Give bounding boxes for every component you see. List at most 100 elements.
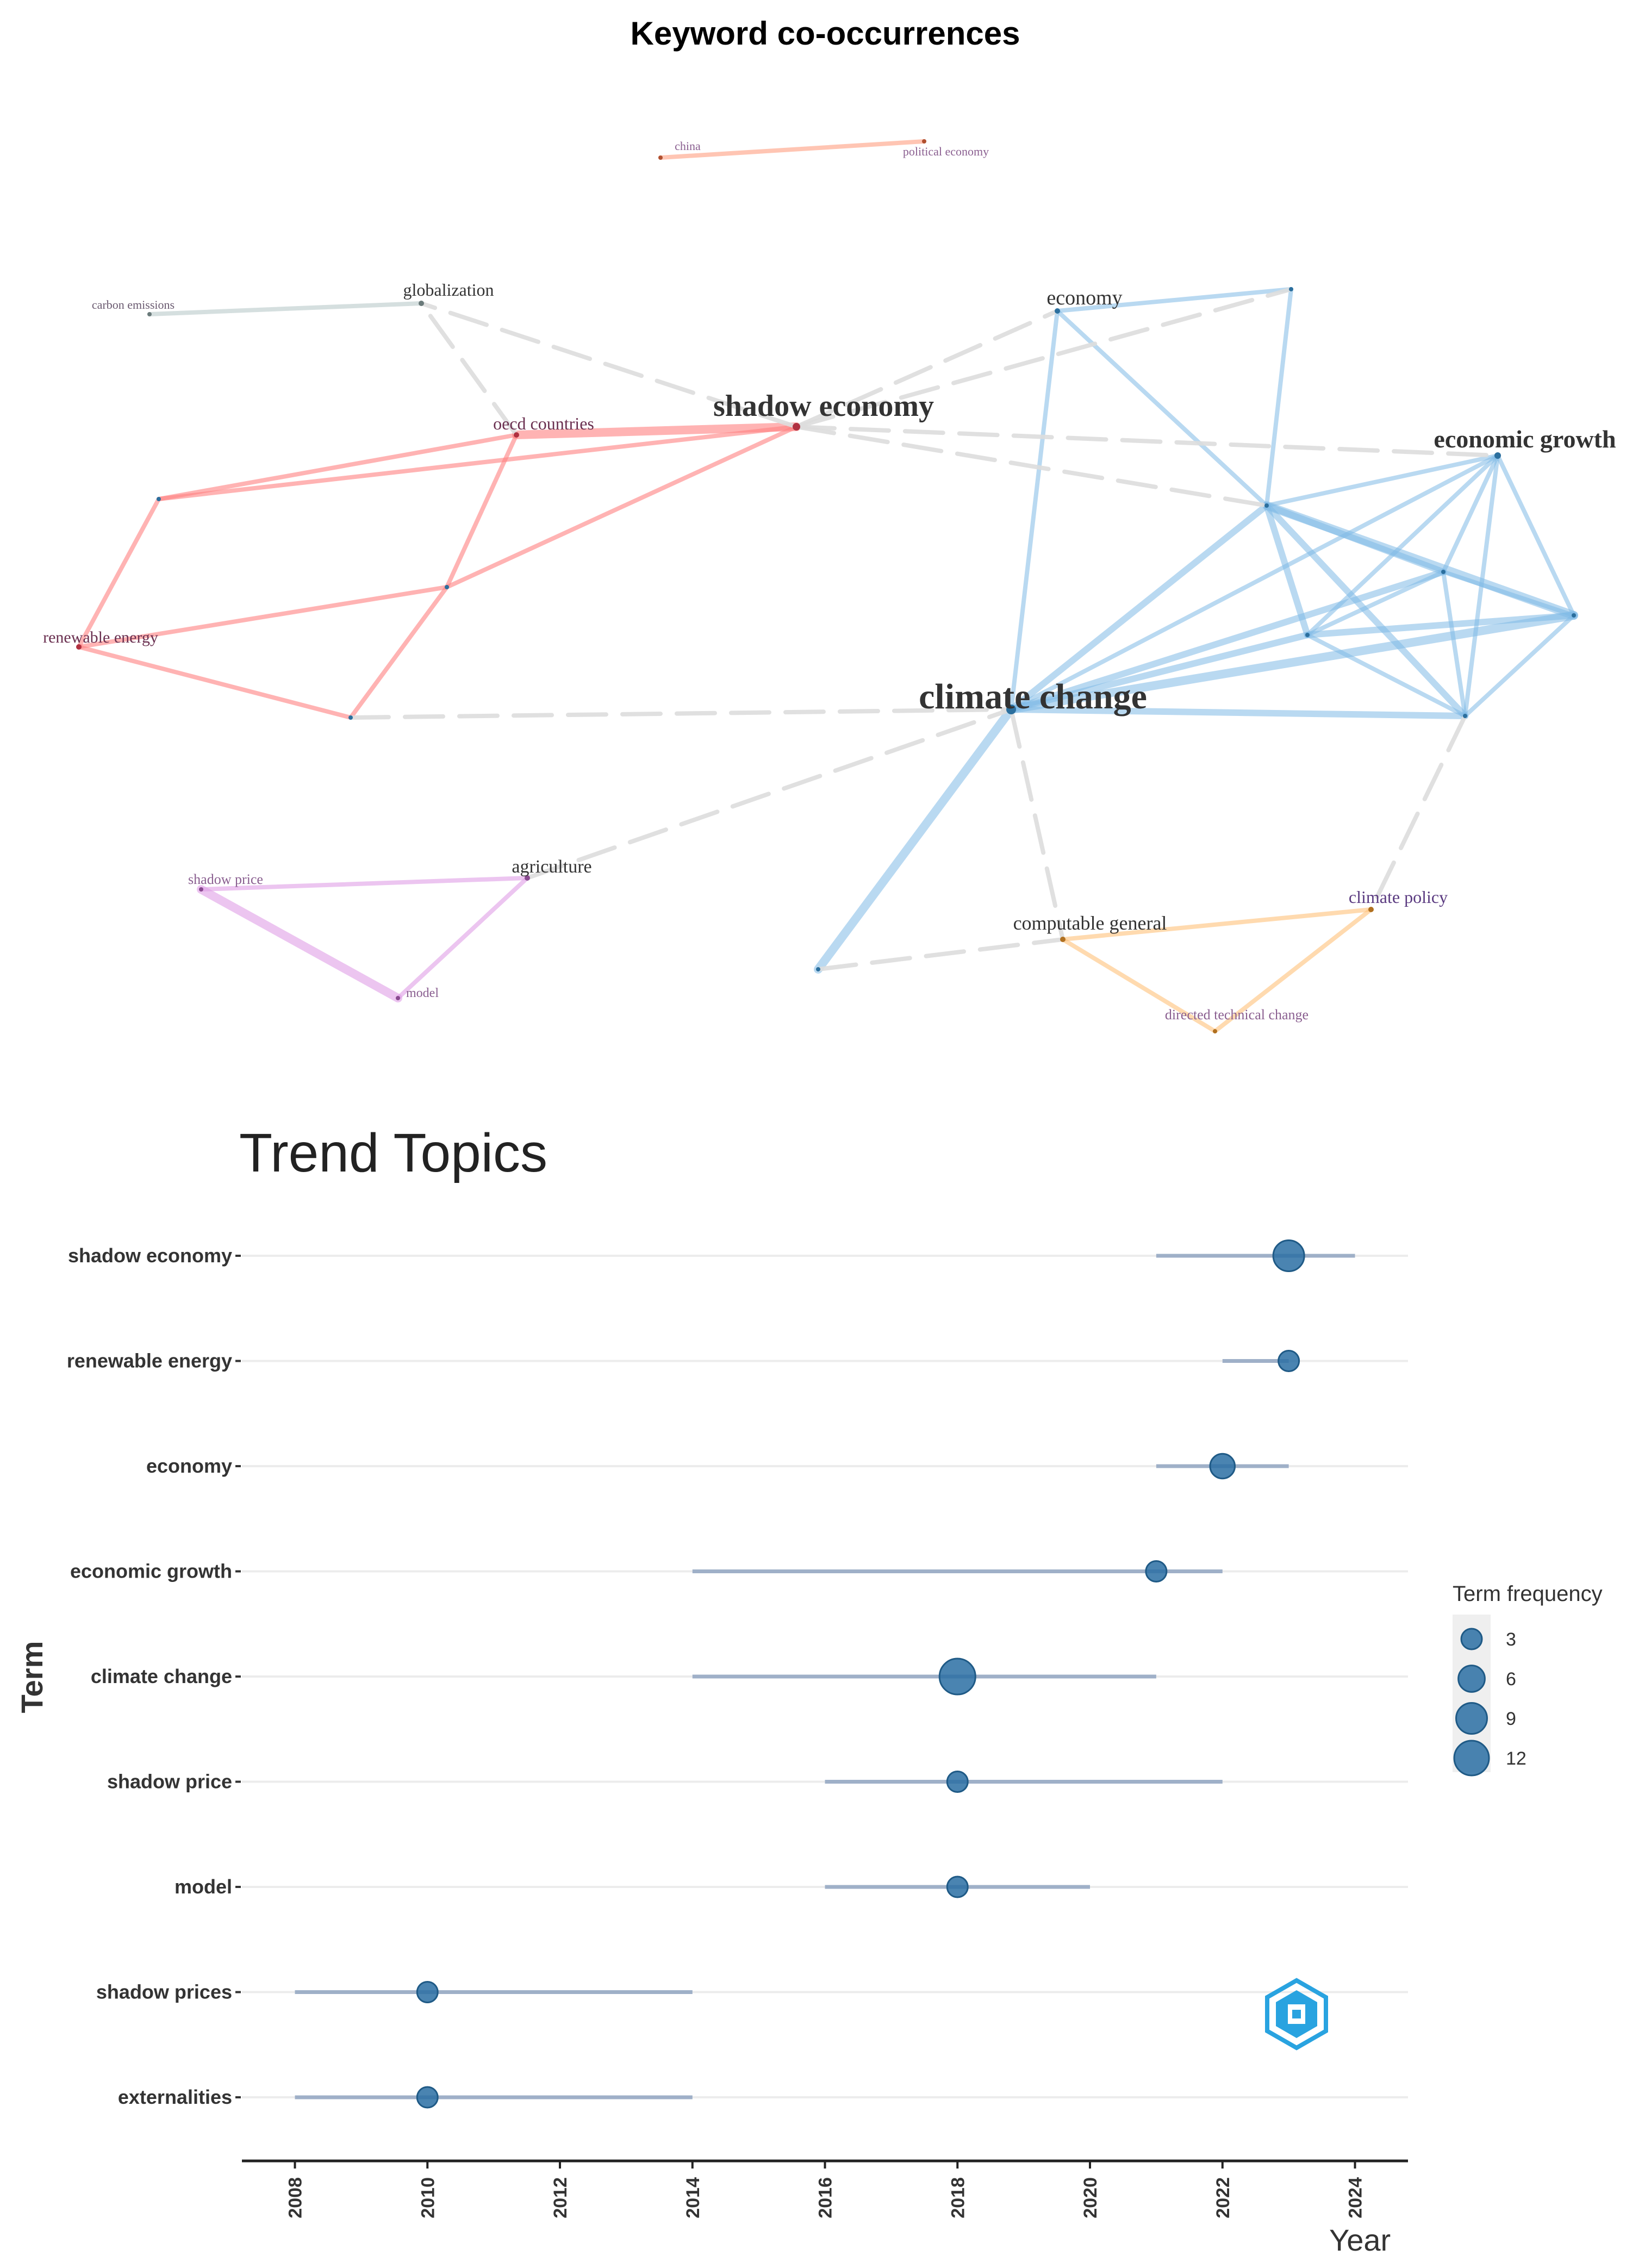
network-node bbox=[419, 301, 424, 306]
network-node bbox=[658, 155, 663, 160]
network-node-label: renewable energy bbox=[43, 628, 158, 646]
network-node bbox=[793, 423, 800, 431]
network-node bbox=[199, 887, 203, 892]
network-node bbox=[514, 432, 519, 438]
legend-entries: 3 6 9 12 bbox=[1453, 1628, 1527, 1777]
network-node-label: computable general bbox=[1013, 912, 1167, 934]
term-label: economy bbox=[146, 1455, 232, 1477]
term-dot bbox=[1145, 1560, 1168, 1582]
network-edge bbox=[1263, 502, 1468, 719]
network-edge bbox=[77, 497, 161, 649]
x-tick-label: 2014 bbox=[683, 2177, 703, 2219]
network-node bbox=[1006, 705, 1016, 714]
network-edge bbox=[199, 876, 529, 892]
x-axis-label: Year bbox=[1329, 2223, 1391, 2257]
legend-dot bbox=[1457, 1665, 1486, 1693]
network-edge bbox=[1263, 502, 1311, 638]
term-label: model bbox=[175, 1876, 232, 1898]
network-edge bbox=[1009, 453, 1500, 712]
term-label: externalities bbox=[118, 2086, 232, 2108]
network-edge bbox=[1213, 907, 1373, 1033]
network-edge bbox=[1305, 453, 1500, 637]
network-edge bbox=[197, 885, 402, 1002]
network-node bbox=[525, 875, 530, 881]
network-edge bbox=[1463, 613, 1576, 718]
network-edge bbox=[1007, 611, 1578, 714]
network-node bbox=[1264, 503, 1269, 508]
network-node-label: directed technical change bbox=[1165, 1007, 1309, 1023]
network-edge bbox=[1441, 570, 1576, 618]
network-labels: climate change shadow economy economic gro… bbox=[43, 139, 1616, 1023]
network-node bbox=[157, 497, 161, 501]
network-node-label: political economy bbox=[903, 145, 989, 158]
network-edge bbox=[1009, 309, 1060, 712]
network-edge bbox=[1305, 570, 1446, 637]
legend-dot bbox=[1455, 1702, 1488, 1735]
network-edge bbox=[147, 301, 423, 316]
network-edge bbox=[794, 287, 1293, 429]
x-tick-label: 2022 bbox=[1213, 2177, 1233, 2219]
watermark-badge-icon bbox=[1265, 1978, 1328, 2051]
network-edge bbox=[77, 585, 449, 649]
network-edge bbox=[396, 876, 529, 1000]
term-dot bbox=[1209, 1453, 1236, 1480]
network-edge bbox=[512, 422, 801, 439]
network-node bbox=[1463, 714, 1467, 718]
legend-dot bbox=[1460, 1628, 1483, 1650]
network-edge bbox=[814, 705, 1015, 974]
term-label: climate change bbox=[91, 1665, 232, 1687]
term-dot bbox=[416, 2086, 439, 2109]
network-node-label: oecd countries bbox=[493, 414, 594, 433]
x-tick-label: 2020 bbox=[1080, 2177, 1101, 2219]
x-tick-label: 2016 bbox=[815, 2177, 836, 2219]
network-edges bbox=[77, 139, 1578, 1033]
legend-label: 3 bbox=[1506, 1629, 1516, 1650]
network-edge bbox=[157, 433, 519, 501]
x-tick-label: 2024 bbox=[1345, 2177, 1366, 2219]
network-edge bbox=[525, 707, 1013, 880]
network-edge bbox=[794, 425, 1269, 508]
network-nodes bbox=[76, 139, 1576, 1033]
network-node bbox=[816, 967, 820, 971]
network-edge bbox=[348, 707, 1013, 720]
term-dot bbox=[938, 1658, 976, 1696]
x-axis: 2008 2010 2012 2014 2016 2018 2020 2022 2024 bbox=[242, 2159, 1408, 2219]
network-node-label: economic growth bbox=[1434, 425, 1616, 453]
legend-label: 12 bbox=[1506, 1748, 1527, 1769]
network-edge bbox=[348, 585, 449, 720]
y-axis-ticks: shadow economy renewable energy economy eco… bbox=[67, 1244, 241, 2108]
network-node bbox=[76, 644, 82, 650]
term-label: shadow economy bbox=[68, 1244, 232, 1267]
network-edge bbox=[77, 645, 353, 720]
network-node-label: economy bbox=[1046, 286, 1122, 309]
term-dot bbox=[416, 1981, 439, 2003]
network-node bbox=[1289, 287, 1293, 291]
network-edge bbox=[1055, 287, 1293, 313]
network-node bbox=[1060, 937, 1066, 942]
network-edge bbox=[816, 937, 1065, 971]
trend-title: Trend Topics bbox=[239, 1123, 547, 1183]
term-dot bbox=[946, 1771, 969, 1793]
network-node bbox=[1305, 633, 1310, 637]
legend: Term frequency 3 6 9 12 bbox=[1453, 1582, 1603, 1777]
x-tick-label: 2010 bbox=[418, 2177, 438, 2219]
term-dot bbox=[1272, 1239, 1305, 1272]
network-edge bbox=[1264, 287, 1293, 508]
legend-label: 6 bbox=[1506, 1669, 1516, 1690]
network-edge bbox=[157, 425, 799, 501]
network-node bbox=[1572, 613, 1576, 618]
network-node-label: carbon emissions bbox=[92, 298, 175, 311]
network-node bbox=[1368, 907, 1374, 912]
network-edge bbox=[1009, 707, 1065, 942]
network-edge bbox=[1441, 453, 1500, 574]
term-dot bbox=[1278, 1350, 1300, 1372]
network-edge bbox=[445, 433, 519, 589]
trend-topics-panel: Trend Topics shadow economy renewable ene… bbox=[15, 1123, 1603, 2257]
network-edge bbox=[1369, 714, 1467, 912]
network-edge bbox=[1061, 937, 1217, 1033]
network-node-label: china bbox=[675, 139, 701, 153]
network-edge bbox=[445, 425, 799, 589]
network-edge bbox=[1061, 907, 1373, 942]
network-edge bbox=[419, 301, 519, 437]
